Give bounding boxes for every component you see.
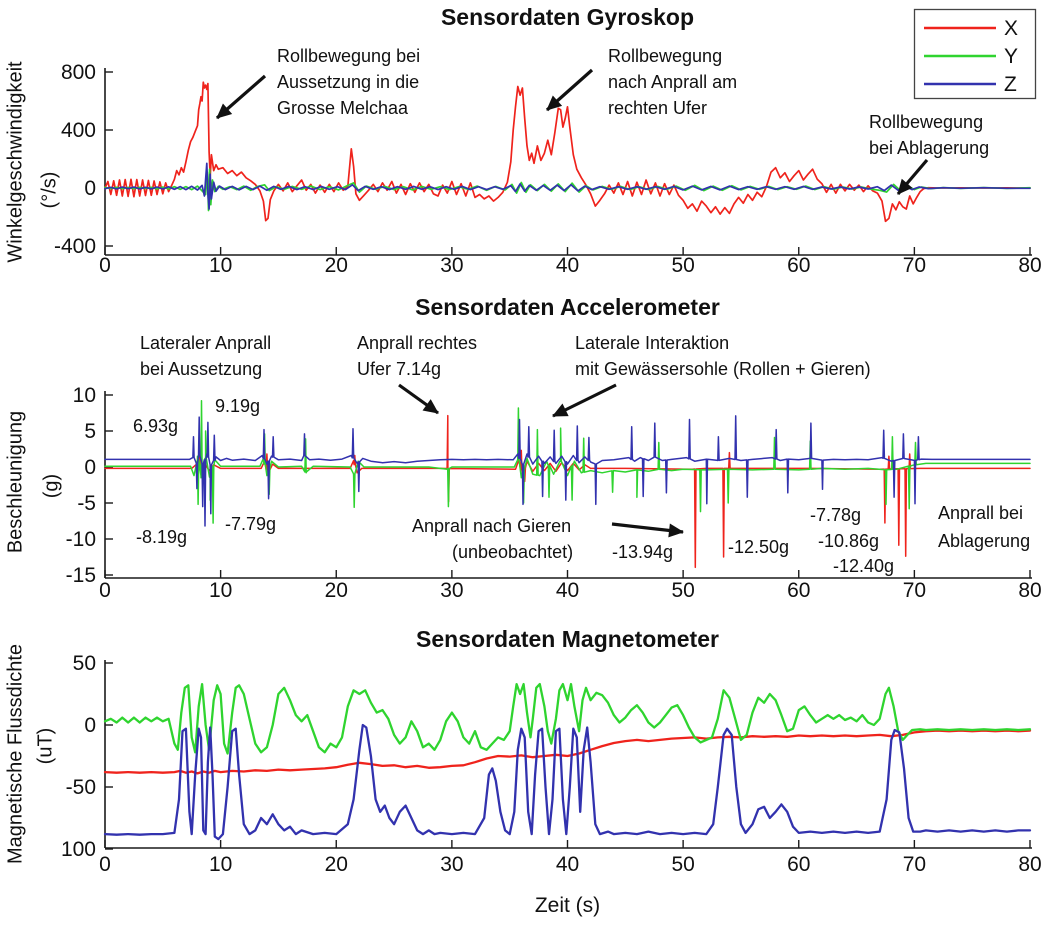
annotation-text: Grosse Melchaa — [277, 98, 409, 118]
y-tick-label: 400 — [61, 119, 96, 142]
y-tick-label: 0 — [84, 456, 96, 479]
annotation-arrow — [552, 383, 617, 418]
x-tick-label: 70 — [903, 853, 926, 876]
annotation-text: mit Gewässersohle (Rollen + Gieren) — [575, 359, 871, 379]
x-tick-label: 20 — [325, 254, 348, 277]
legend-label-y: Y — [1004, 45, 1018, 68]
annotation-arrow — [611, 522, 684, 538]
series-y — [103, 682, 1032, 755]
annotation-text: Rollbewegung — [608, 46, 722, 66]
mag-title: Sensordaten Magnetometer — [416, 626, 719, 652]
x-tick-label: 80 — [1018, 254, 1041, 277]
y-tick-label: 0 — [84, 714, 96, 737]
x-tick-label: 40 — [556, 254, 579, 277]
x-tick-label: 50 — [671, 579, 694, 602]
annotation-text: -7.79g — [225, 514, 276, 534]
x-axis-label: Zeit (s) — [534, 894, 601, 917]
y-tick-label: 800 — [61, 61, 96, 84]
mag-y-axis-label: Magnetische Flussdichte — [4, 643, 27, 865]
y-tick-label: -5 — [77, 492, 96, 515]
y-tick-label: 5 — [84, 420, 96, 443]
x-tick-label: 40 — [556, 579, 579, 602]
y-tick-label: -50 — [66, 776, 96, 799]
x-tick-label: 80 — [1018, 579, 1041, 602]
annotation-arrow — [398, 383, 439, 415]
panel-2: 0 10 20 30 40 50 60 70 80 50 0 -50 100 — [61, 652, 1042, 876]
annotation-text: Rollbewegung — [869, 112, 983, 132]
y-tick-label: -10 — [66, 528, 96, 551]
annotation-text: -8.19g — [136, 527, 187, 547]
annotation-text: Laterale Interaktion — [575, 333, 729, 353]
annotation-text: Aussetzung in die — [277, 72, 419, 92]
x-tick-label: 60 — [787, 579, 810, 602]
accel-title: Sensordaten Accelerometer — [415, 294, 720, 320]
annotation-text: Rollbewegung bei — [277, 46, 420, 66]
annotation-text: rechten Ufer — [608, 98, 707, 118]
x-tick-label: 30 — [440, 579, 463, 602]
series-z — [104, 162, 1031, 210]
x-tick-label: 40 — [556, 853, 579, 876]
x-tick-label: 0 — [99, 579, 111, 602]
gyro-y-axis-unit: (°/s) — [38, 171, 61, 209]
annotation-text: -12.40g — [833, 556, 894, 576]
annotation-text: -12.50g — [728, 537, 789, 557]
x-tick-label: 20 — [325, 579, 348, 602]
accel-y-axis-unit: (g) — [40, 473, 63, 499]
x-tick-label: 30 — [440, 254, 463, 277]
mag-y-axis-unit: (uT) — [34, 727, 57, 765]
annotation-text: -10.86g — [818, 531, 879, 551]
x-tick-label: 50 — [671, 254, 694, 277]
y-tick-label: 0 — [84, 177, 96, 200]
x-tick-label: 70 — [903, 579, 926, 602]
annotation-text: Ufer 7.14g — [357, 359, 441, 379]
y-tick-label: 100 — [61, 838, 96, 861]
y-tick-label: 10 — [73, 384, 96, 407]
annotation-arrow — [215, 74, 267, 120]
annotation-text: -7.78g — [810, 505, 861, 525]
annotation-text: Ablagerung — [938, 531, 1030, 551]
legend-label-x: X — [1004, 17, 1018, 40]
annotation-text: 6.93g — [133, 416, 178, 436]
x-tick-label: 0 — [99, 853, 111, 876]
x-tick-label: 70 — [903, 254, 926, 277]
gyro-title: Sensordaten Gyroskop — [440, 4, 695, 30]
y-tick-label: -15 — [66, 564, 96, 587]
annotation-text: bei Ablagerung — [869, 138, 989, 158]
x-tick-label: 20 — [325, 853, 348, 876]
annotation-text: Lateraler Anprall — [140, 333, 271, 353]
x-tick-label: 10 — [209, 579, 232, 602]
x-tick-label: 80 — [1018, 853, 1041, 876]
x-tick-label: 60 — [787, 853, 810, 876]
y-tick-label: -400 — [54, 235, 96, 258]
annotation-arrow — [896, 158, 929, 196]
annotation-text: -13.94g — [612, 542, 673, 562]
legend-label-z: Z — [1004, 73, 1017, 96]
x-tick-label: 10 — [209, 853, 232, 876]
annotation-text: 9.19g — [215, 396, 260, 416]
series-y — [104, 400, 1031, 524]
gyro-y-axis-label: Winkelgeschwindigkeit — [4, 61, 27, 263]
series-x — [104, 81, 1031, 223]
annotation-text: bei Aussetzung — [140, 359, 262, 379]
annotation-text: Anprall rechtes — [357, 333, 477, 353]
series-z — [103, 723, 1032, 841]
y-tick-label: 50 — [73, 652, 96, 675]
series-z — [104, 415, 1031, 527]
annotation-arrow — [545, 68, 594, 112]
x-tick-label: 0 — [99, 254, 111, 277]
x-tick-label: 30 — [440, 853, 463, 876]
annotation-text: (unbeobachtet) — [452, 542, 573, 562]
panel-0: 0 10 20 30 40 50 60 70 808004000-400Rollbewegung… — [54, 46, 1042, 277]
x-tick-label: 60 — [787, 254, 810, 277]
legend: XYZ — [913, 8, 1037, 100]
annotation-text: Anprall nach Gieren — [412, 516, 571, 536]
x-tick-label: 10 — [209, 254, 232, 277]
accel-y-axis-label: Beschleunigung — [4, 410, 27, 554]
x-tick-label: 50 — [671, 853, 694, 876]
annotation-text: nach Anprall am — [608, 72, 737, 92]
annotation-text: Anprall bei — [938, 503, 1023, 523]
